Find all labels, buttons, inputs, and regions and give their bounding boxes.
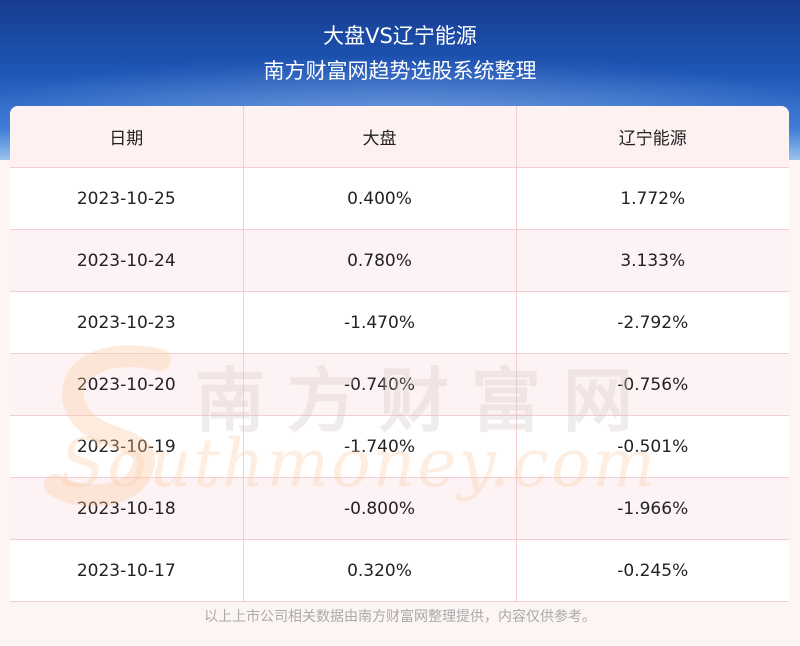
cell-date: 2023-10-17 [10,539,244,602]
table-row: 2023-10-20 -0.740% -0.756% [10,353,789,416]
column-header-date: 日期 [10,106,244,168]
table-header-row: 日期 大盘 辽宁能源 [10,106,789,168]
cell-date: 2023-10-18 [10,477,244,540]
column-header-market: 大盘 [243,106,517,168]
cell-stock: -2.792% [516,291,789,354]
cell-market: -1.470% [243,291,517,354]
table-row: 2023-10-17 0.320% -0.245% [10,539,789,602]
cell-date: 2023-10-23 [10,291,244,354]
cell-date: 2023-10-20 [10,353,244,416]
cell-stock: -0.501% [516,415,789,478]
cell-date: 2023-10-24 [10,229,244,292]
page-subtitle: 南方财富网趋势选股系统整理 [263,59,537,83]
cell-market: -1.740% [243,415,517,478]
comparison-table: 日期 大盘 辽宁能源 2023-10-25 0.400% 1.772% 2023… [10,106,789,602]
cell-stock: -1.966% [516,477,789,540]
table-row: 2023-10-19 -1.740% -0.501% [10,415,789,478]
table-row: 2023-10-18 -0.800% -1.966% [10,477,789,540]
cell-stock: 3.133% [516,229,789,292]
cell-stock: -0.756% [516,353,789,416]
cell-market: 0.780% [243,229,517,292]
table-row: 2023-10-25 0.400% 1.772% [10,167,789,230]
cell-stock: 1.772% [516,167,789,230]
cell-date: 2023-10-25 [10,167,244,230]
table-row: 2023-10-23 -1.470% -2.792% [10,291,789,354]
cell-market: -0.740% [243,353,517,416]
cell-stock: -0.245% [516,539,789,602]
cell-market: 0.400% [243,167,517,230]
page-title: 大盘VS辽宁能源 [323,24,477,48]
table-row: 2023-10-24 0.780% 3.133% [10,229,789,292]
footer-disclaimer: 以上上市公司相关数据由南方财富网整理提供，内容仅供参考。 [204,609,596,625]
cell-date: 2023-10-19 [10,415,244,478]
cell-market: -0.800% [243,477,517,540]
cell-market: 0.320% [243,539,517,602]
comparison-table-card: 日期 大盘 辽宁能源 2023-10-25 0.400% 1.772% 2023… [10,106,789,602]
column-header-stock: 辽宁能源 [516,106,789,168]
